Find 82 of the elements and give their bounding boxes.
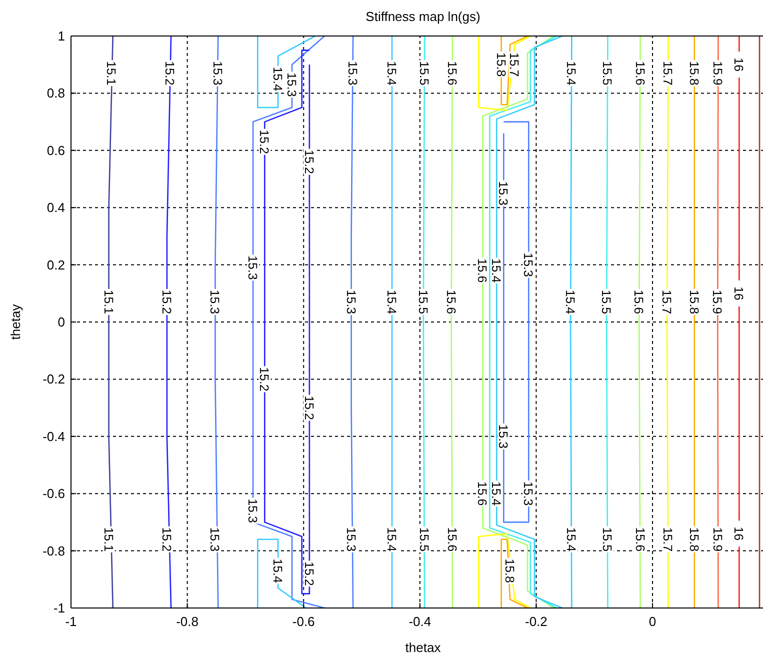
annotation: 15.1 [104, 61, 118, 86]
annotation: 15.6 [475, 258, 490, 283]
y-tick-label: -0.2 [42, 372, 65, 387]
annotation: 15.6 [444, 290, 458, 314]
annotation: 16 [732, 58, 746, 72]
annotation: 15.2 [159, 527, 174, 552]
annotation: 15.4 [384, 290, 398, 314]
annotation: 15.4 [384, 527, 398, 552]
annotation: 15.2 [302, 562, 316, 586]
annotation: 15.4 [270, 66, 285, 92]
annotation: 15.7 [660, 61, 675, 86]
annotation: 15.7 [660, 290, 674, 314]
x-axis-title: thetax [405, 640, 442, 655]
annotation: 15.3 [521, 252, 536, 278]
y-tick-label: -0.4 [42, 428, 65, 444]
annotation: 15.4 [489, 258, 504, 283]
annotation: 15.5 [599, 290, 614, 314]
annotation: 15.1 [101, 290, 116, 314]
y-tick-label: 0.8 [46, 86, 65, 101]
annotation: 15.4 [384, 61, 398, 86]
annotation: 15.2 [257, 367, 272, 392]
chart-title: Stiffness map ln(gs) [366, 9, 480, 24]
y-tick-label: -1 [53, 600, 65, 616]
annotation: 15.4 [564, 61, 578, 86]
annotation: 15.8 [686, 61, 701, 86]
annotation: 15.2 [159, 290, 174, 314]
annotation: 15.9 [710, 61, 725, 86]
annotation: 15.3 [284, 72, 298, 97]
annotation: 15.9 [710, 527, 725, 552]
annotation: 15.2 [302, 150, 316, 174]
x-tick-label: -0.8 [176, 614, 199, 629]
annotation: 15.2 [257, 130, 272, 154]
annotation: 15.8 [686, 290, 701, 314]
annotation: 15.9 [710, 290, 724, 314]
y-tick-label: -0.8 [42, 543, 65, 558]
annotation: 15.7 [507, 52, 522, 77]
annotation: 15.5 [416, 290, 430, 314]
x-tick-label: -0.4 [408, 614, 432, 629]
x-tick-label: -0.2 [525, 614, 548, 629]
annotation: 15.8 [686, 527, 701, 552]
annotation: 15.5 [600, 527, 614, 552]
annotation: 15.6 [444, 527, 459, 552]
x-tick-label: 0 [648, 614, 656, 629]
y-tick-label: 1 [58, 28, 65, 44]
annotation: 15.3 [246, 255, 260, 280]
annotation: 15.3 [346, 61, 360, 86]
annotation: 15.4 [489, 481, 504, 506]
annotation: 15.5 [417, 527, 432, 552]
y-tick-label: 0.6 [46, 142, 65, 158]
annotation: 15.8 [494, 52, 508, 77]
annotation: 15.3 [246, 498, 260, 523]
annotation: 15.8 [502, 558, 517, 584]
annotation: 15.3 [208, 290, 222, 314]
annotation: 15.2 [302, 396, 316, 420]
annotation: 15.5 [600, 61, 614, 86]
annotation: 15.6 [632, 527, 647, 552]
annotation: 15.3 [496, 181, 510, 206]
annotation: 15.3 [496, 424, 510, 449]
annotation: 15.4 [563, 290, 578, 314]
annotation: 15.3 [344, 290, 358, 314]
annotation: 16 [732, 526, 746, 541]
annotation: 15.5 [417, 61, 432, 86]
y-tick-label: 0.4 [46, 200, 65, 216]
annotation: 15.4 [270, 558, 285, 584]
annotation: 15.6 [475, 481, 490, 506]
annotation: 15.3 [521, 481, 536, 506]
y-tick-label: 0.2 [46, 257, 65, 272]
annotation: 16 [732, 286, 746, 300]
y-tick-label: 0 [58, 314, 65, 330]
annotation: 15.2 [162, 61, 176, 86]
annotation: 15.6 [444, 61, 459, 86]
annotation: 15.3 [210, 61, 225, 86]
annotation: 15.6 [632, 61, 647, 86]
y-axis-title: thetay [8, 304, 23, 340]
annotation: 15.7 [660, 527, 675, 552]
x-tick-label: -0.6 [292, 614, 315, 629]
annotation: 15.1 [101, 527, 116, 552]
annotation: 15.3 [208, 527, 222, 552]
annotation: 15.4 [564, 527, 578, 552]
annotation: 15.6 [632, 290, 646, 314]
annotation: 15.3 [344, 527, 358, 552]
y-tick-label: -0.6 [42, 486, 65, 502]
